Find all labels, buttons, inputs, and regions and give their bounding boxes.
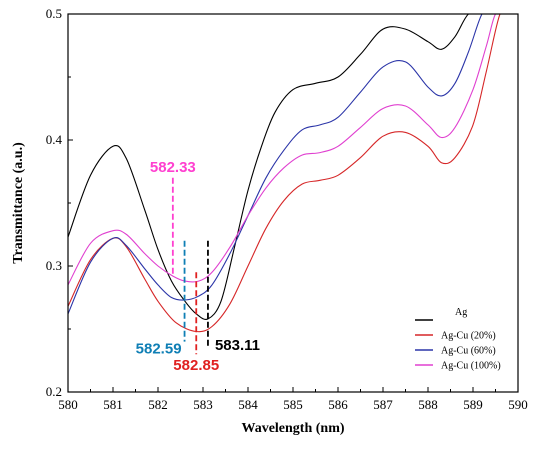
y-axis: 0.2 0.3 0.4 0.5 — [46, 6, 73, 399]
y-axis-title: Transmittance (a.u.) — [11, 142, 26, 264]
x-tick-label: 583 — [193, 397, 213, 412]
annotation-label: 582.33 — [150, 159, 196, 176]
x-tick-label: 588 — [418, 397, 438, 412]
x-tick-label: 587 — [373, 397, 393, 412]
x-axis: 580 581 582 583 584 585 586 587 588 589 590 — [58, 387, 528, 412]
y-tick-label: 0.4 — [46, 132, 63, 147]
x-axis-title: Wavelength (nm) — [241, 421, 344, 436]
x-tick-label: 585 — [283, 397, 303, 412]
legend: Ag Ag-Cu (20%) Ag-Cu (60%) Ag-Cu (100%) — [415, 307, 501, 372]
legend-label: Ag — [455, 307, 467, 318]
series-line-3 — [68, 14, 505, 286]
y-tick-label: 0.5 — [46, 6, 62, 21]
series-lines — [68, 14, 509, 333]
legend-label: Ag-Cu (20%) — [441, 331, 496, 342]
x-tick-label: 589 — [463, 397, 483, 412]
x-tick-label: 586 — [328, 397, 348, 412]
legend-label: Ag-Cu (60%) — [441, 346, 496, 357]
x-tick-label: 581 — [103, 397, 123, 412]
annotation-label: 583.11 — [215, 337, 260, 354]
x-tick-label: 582 — [148, 397, 168, 412]
series-line-1 — [68, 14, 509, 333]
x-tick-label: 590 — [508, 397, 528, 412]
annotation-label: 582.59 — [136, 341, 182, 358]
y-tick-label: 0.2 — [46, 384, 62, 399]
series-line-2 — [68, 14, 491, 315]
series-line-0 — [68, 14, 482, 320]
x-tick-label: 580 — [58, 397, 78, 412]
annotation-label: 582.85 — [173, 357, 219, 374]
legend-label: Ag-Cu (100%) — [441, 361, 501, 372]
x-tick-label: 584 — [238, 397, 258, 412]
y-tick-label: 0.3 — [46, 258, 62, 273]
